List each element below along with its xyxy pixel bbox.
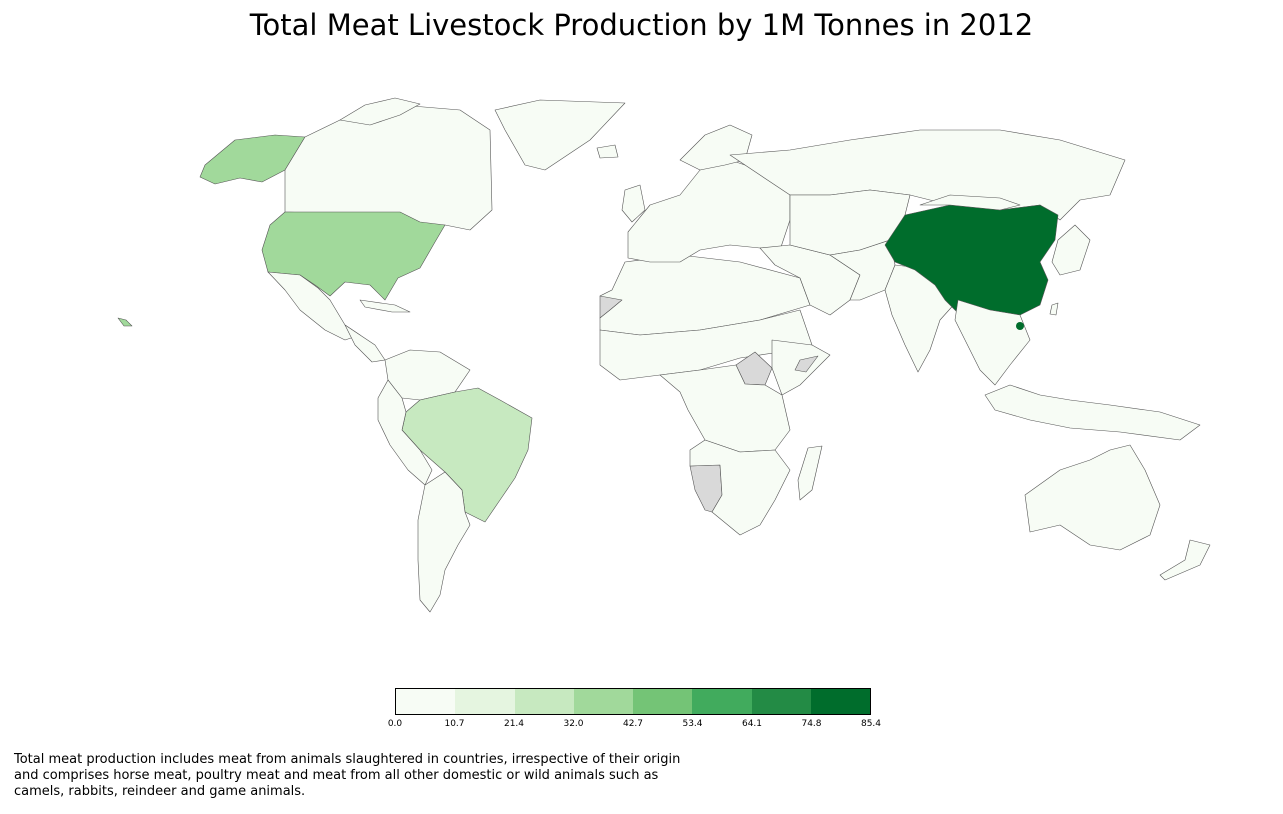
- region-australia: [1024, 444, 1161, 551]
- region-mongolia: [919, 194, 1021, 211]
- color-scale-tick-label: 32.0: [563, 719, 584, 729]
- region-hawaii: [117, 317, 133, 327]
- color-scale-bin-0: [396, 689, 456, 714]
- region-arctic-islands: [339, 97, 421, 126]
- color-scale-tick-label: 42.7: [622, 719, 644, 729]
- color-scale-tick-label: 21.4: [503, 719, 525, 729]
- region-cuba-caribbean: [359, 299, 411, 313]
- region-somalia: [794, 355, 819, 373]
- region-alaska: [199, 134, 306, 185]
- color-scale-tick-label: 64.1: [741, 719, 763, 729]
- color-scale-tick-label: 53.4: [682, 719, 703, 729]
- color-scale-bin-5: [692, 689, 752, 714]
- region-argentina-chile: [417, 471, 471, 613]
- region-greenland: [494, 99, 626, 171]
- region-central-america: [344, 324, 386, 363]
- region-southeast-asia: [954, 299, 1031, 386]
- region-madagascar: [797, 445, 823, 501]
- color-scale-bin-3: [573, 689, 633, 714]
- color-scale-tick-label: 74.8: [801, 719, 822, 729]
- region-korea-japan: [1051, 224, 1091, 276]
- region-indonesia: [984, 384, 1201, 441]
- region-peru-bolivia: [377, 379, 433, 486]
- color-scale-bin-1: [455, 689, 515, 714]
- color-scale-tick-label: 0.0: [387, 719, 403, 729]
- region-taiwan: [1049, 302, 1059, 316]
- color-scale-ticks: 0.0 10.7 21.4 32.0 42.7 53.4 64.1 74.8 85.4: [388, 719, 881, 733]
- color-scale-tick-label: 85.4: [860, 719, 882, 729]
- region-europe: [627, 159, 791, 263]
- color-scale-bin-4: [633, 689, 693, 714]
- map-title: Total Meat Livestock Production by 1M To…: [249, 8, 1034, 42]
- region-hainan: [1016, 322, 1024, 330]
- region-southern-africa: [689, 439, 791, 536]
- region-scandinavia: [679, 124, 753, 171]
- color-scale-bin-6: [751, 689, 811, 714]
- color-scale-bin-2: [514, 689, 574, 714]
- region-central-africa: [659, 364, 791, 453]
- color-scale-bin-7: [810, 689, 870, 714]
- world-choropleth-map: [117, 97, 1211, 613]
- color-scale-bar: [395, 688, 871, 715]
- color-scale-tick-label: 10.7: [444, 719, 465, 729]
- region-uk-ireland: [621, 184, 646, 223]
- region-iceland: [596, 144, 619, 159]
- footnote-text: Total meat production includes meat from…: [14, 752, 681, 799]
- region-united-states: [261, 211, 446, 301]
- region-new-zealand: [1159, 539, 1211, 581]
